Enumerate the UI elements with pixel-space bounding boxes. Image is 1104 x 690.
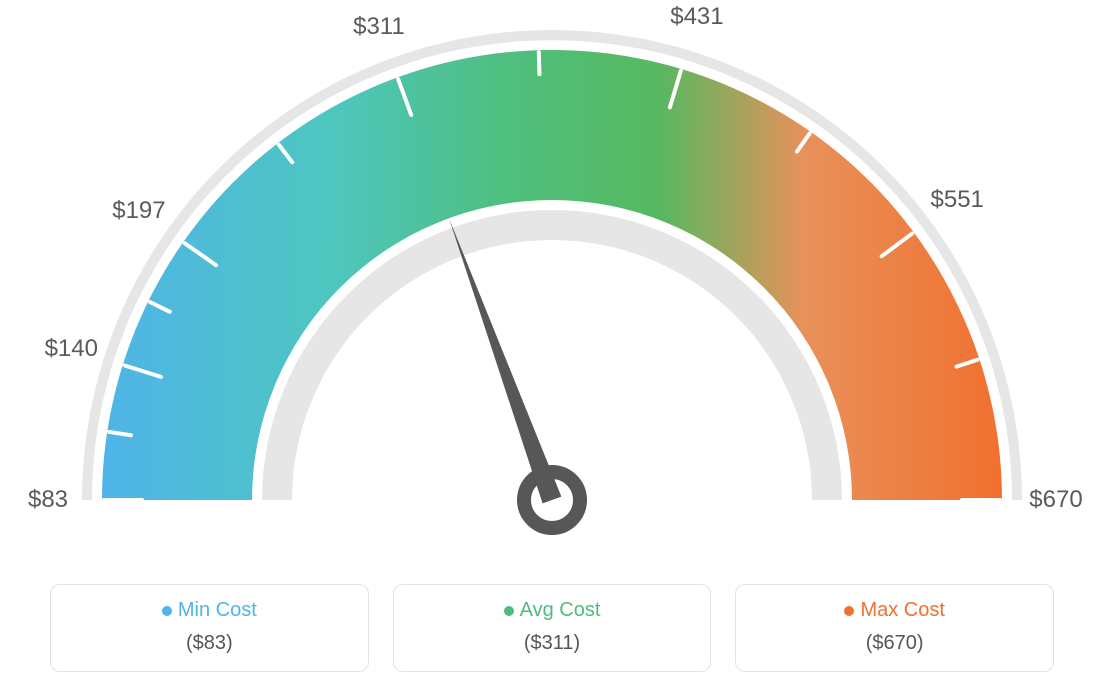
gauge-tick-label: $311 xyxy=(353,13,405,41)
gauge-svg xyxy=(0,0,1104,560)
legend-card-min: Min Cost ($83) xyxy=(50,584,369,672)
legend-dot-min xyxy=(162,606,172,616)
legend-title-min: Min Cost xyxy=(61,599,358,622)
legend-value-max: ($670) xyxy=(746,632,1043,655)
gauge-tick-label: $670 xyxy=(1029,486,1082,514)
legend-card-avg: Avg Cost ($311) xyxy=(393,584,712,672)
legend-card-max: Max Cost ($670) xyxy=(735,584,1054,672)
gauge-tick-label: $83 xyxy=(28,486,68,514)
legend-title-max: Max Cost xyxy=(746,599,1043,622)
gauge-area: $83 $140 $197 $311 $431 $551 $670 xyxy=(0,0,1104,560)
legend-value-avg: ($311) xyxy=(404,632,701,655)
gauge-tick-label: $431 xyxy=(670,3,723,31)
legend-value-min: ($83) xyxy=(61,632,358,655)
cost-gauge-chart: { "gauge": { "type": "gauge", "cx": 552,… xyxy=(0,0,1104,690)
legend-label-avg: Avg Cost xyxy=(520,599,601,621)
legend-title-avg: Avg Cost xyxy=(404,599,701,622)
gauge-tick-label: $140 xyxy=(45,335,98,363)
legend-label-min: Min Cost xyxy=(178,599,257,621)
legend-dot-avg xyxy=(504,606,514,616)
legend-dot-max xyxy=(844,606,854,616)
gauge-tick-label: $197 xyxy=(112,197,165,225)
legend-row: Min Cost ($83) Avg Cost ($311) Max Cost … xyxy=(50,584,1054,672)
gauge-tick-label: $551 xyxy=(930,186,983,214)
legend-label-max: Max Cost xyxy=(860,599,944,621)
